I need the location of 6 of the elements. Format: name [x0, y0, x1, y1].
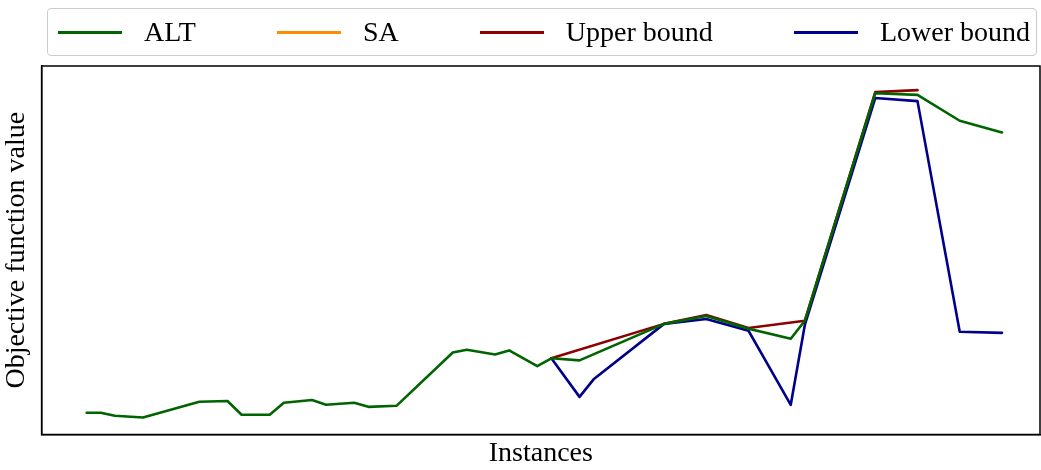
legend-label: ALT [144, 16, 196, 48]
legend-label: Upper bound [565, 16, 713, 48]
y-axis-title: Objective function value [0, 111, 31, 389]
legend-label: Lower bound [879, 16, 1030, 48]
x-axis-title: Instances [488, 435, 593, 467]
legend-label: SA [362, 16, 399, 48]
